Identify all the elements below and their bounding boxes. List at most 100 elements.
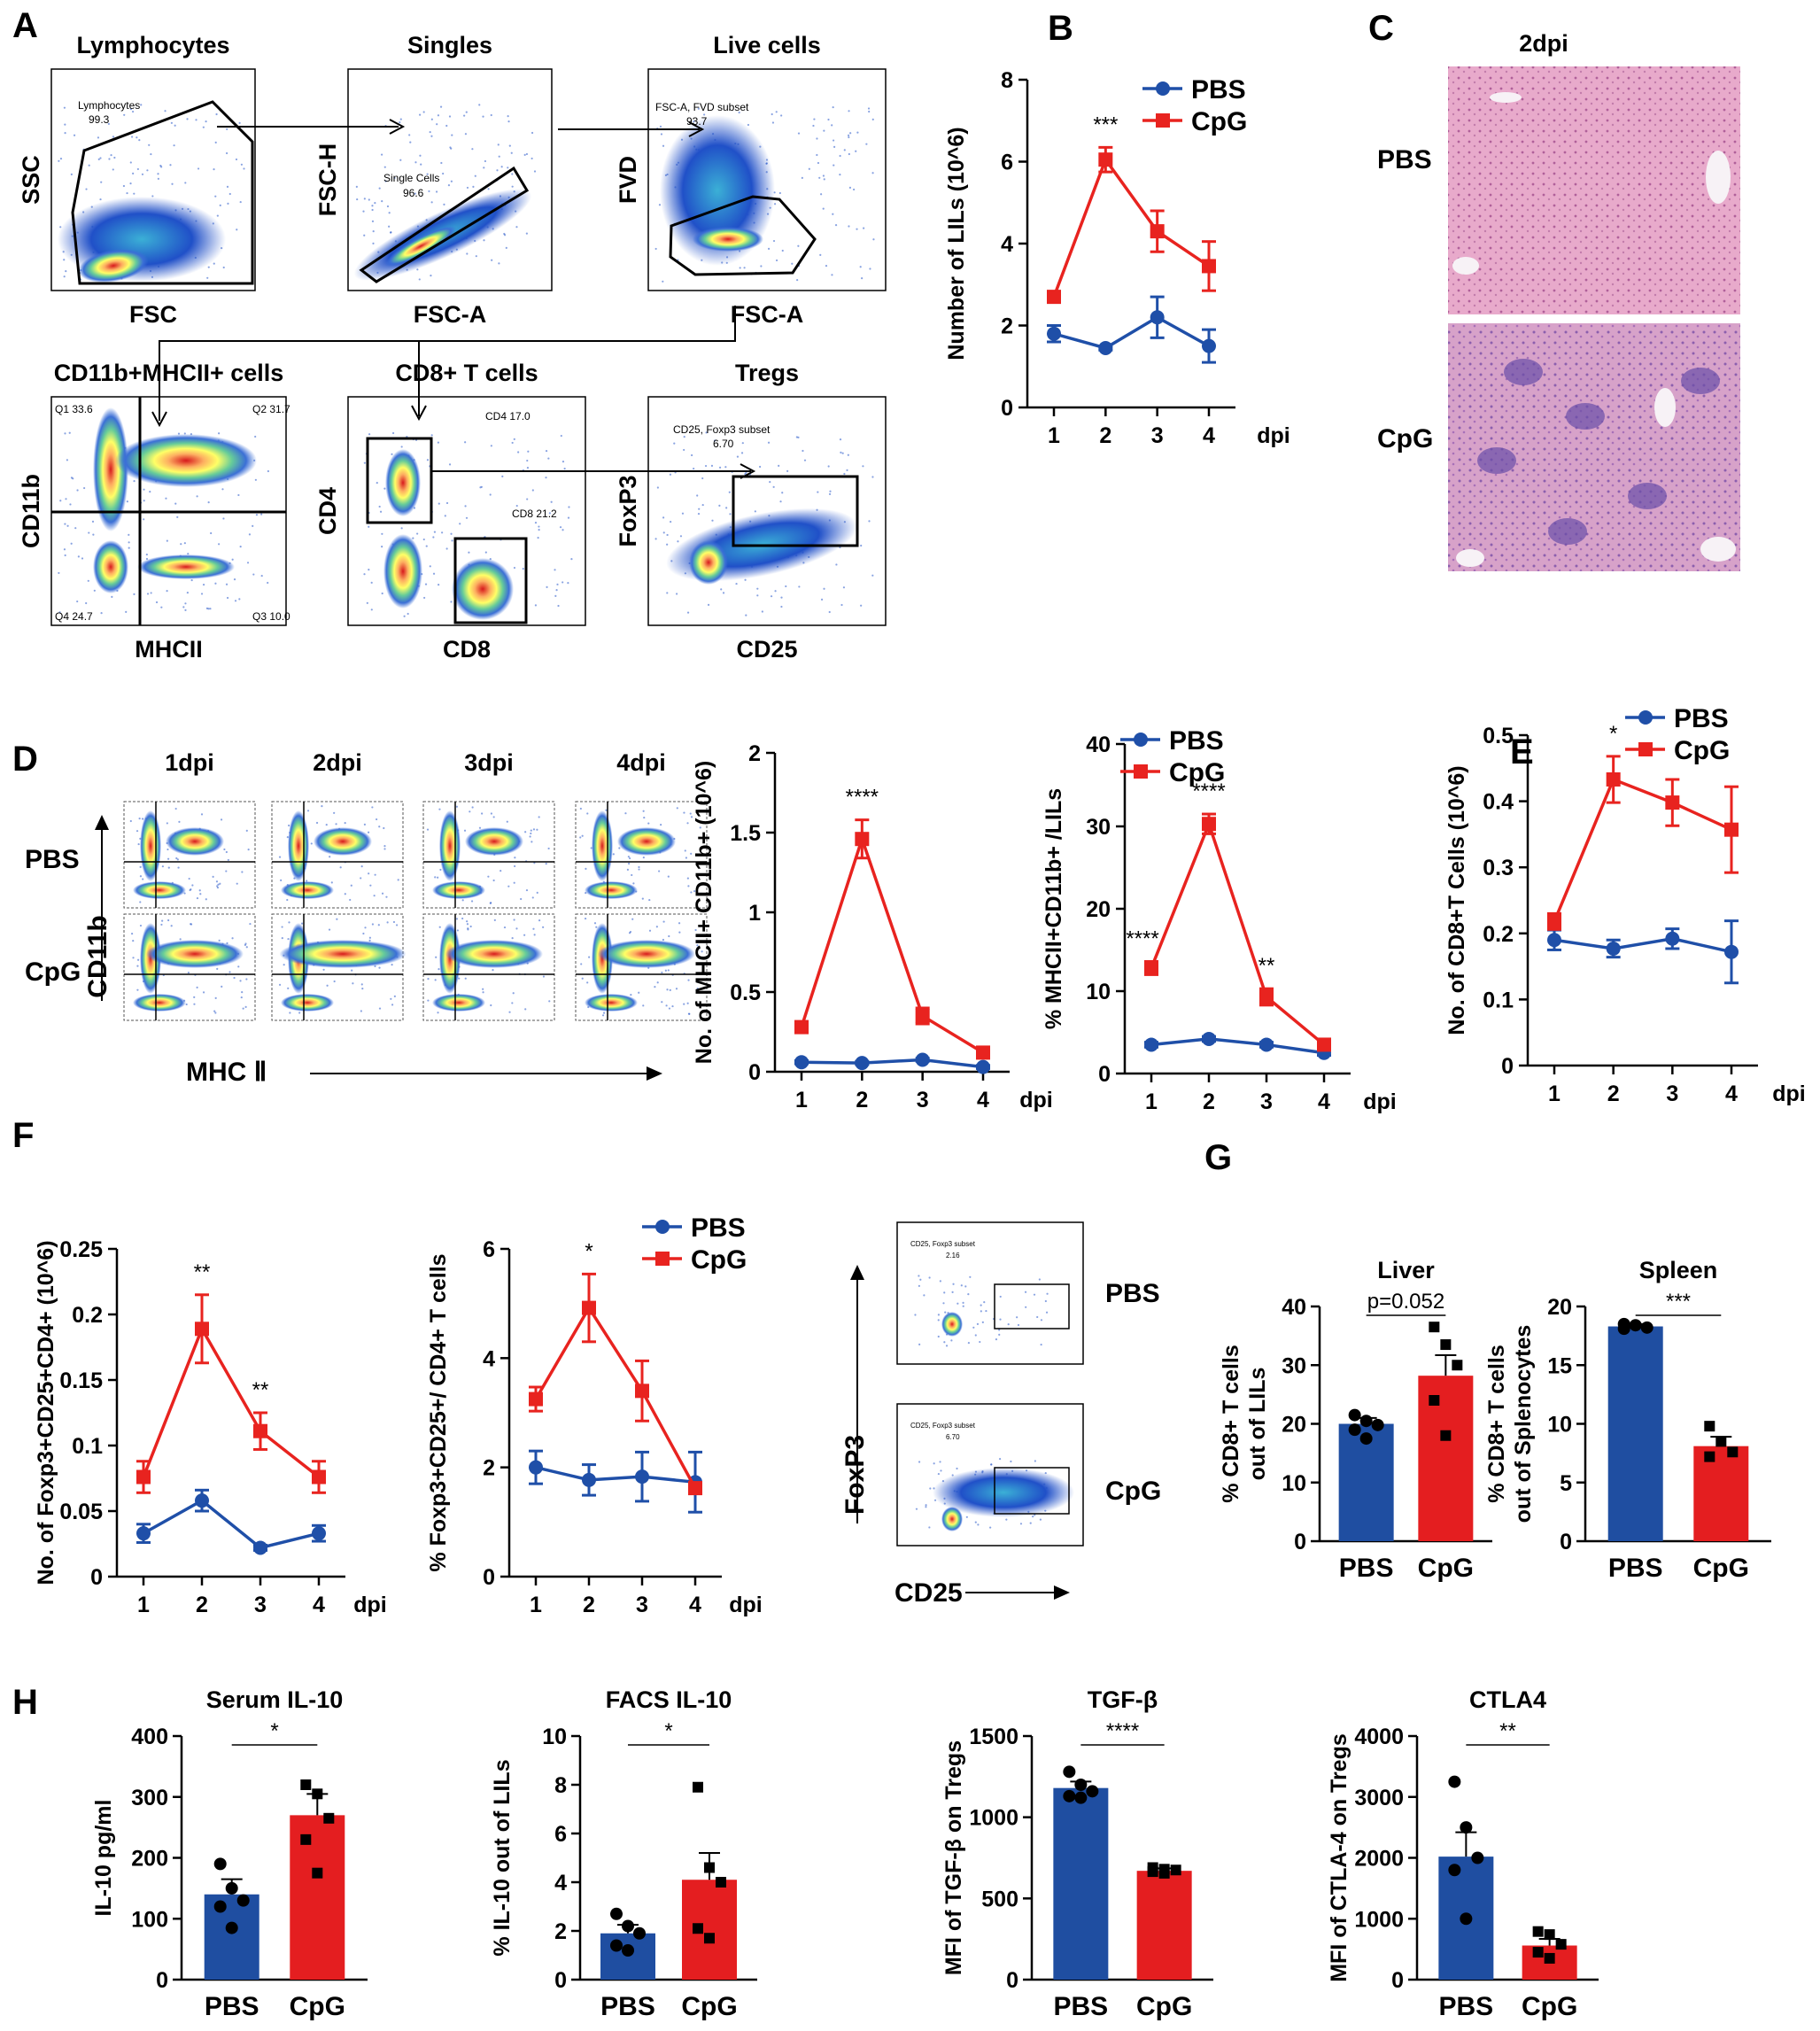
event-dot (687, 1012, 691, 1015)
gate-value: 96.6 (403, 187, 424, 199)
density-peak (288, 810, 309, 881)
event-dot (471, 806, 474, 809)
event-dot (525, 888, 529, 892)
event-dot (59, 500, 62, 502)
data-point-pbs (976, 1059, 990, 1074)
event-dot (1019, 1523, 1023, 1525)
event-dot (951, 1291, 954, 1293)
event-dot (581, 834, 584, 837)
event-dot (427, 978, 430, 981)
event-dot (561, 581, 564, 584)
event-dot (437, 876, 439, 879)
x-tick-label: 4 (1725, 1081, 1738, 1106)
event-dot (743, 267, 746, 269)
legend-marker (1638, 710, 1653, 725)
event-dot (186, 118, 189, 120)
histology-row-label-pbs: PBS (1377, 145, 1432, 174)
event-dot (170, 121, 173, 124)
event-dot (412, 537, 414, 539)
gating-plot-6: Tregs CD25 FoxP3 (615, 360, 887, 663)
y-tick-label: 0 (1006, 1968, 1018, 1993)
data-point (716, 1877, 726, 1888)
event-dot (972, 1326, 975, 1329)
y-tick-label: 100 (131, 1907, 168, 1932)
gate-value: 6.70 (946, 1433, 960, 1441)
event-dot (433, 531, 437, 533)
event-dot (430, 135, 433, 137)
event-dot (853, 188, 856, 191)
data-point-pbs (1202, 338, 1216, 353)
event-dot (70, 477, 74, 479)
y-tick-label: 20 (1547, 1295, 1572, 1320)
event-dot (464, 441, 467, 444)
event-dot (507, 120, 510, 123)
y-tick-label: 0.5 (1483, 724, 1514, 748)
x-tick-label: 4 (1203, 423, 1215, 448)
histology-image-pbs (1448, 66, 1740, 314)
y-tick-label: 8 (1001, 68, 1013, 93)
event-dot (438, 502, 440, 505)
event-dot (960, 1284, 963, 1287)
x-tick-label: 1 (137, 1593, 150, 1617)
event-dot (430, 275, 432, 277)
event-dot (176, 858, 179, 861)
event-dot (142, 878, 144, 880)
density-peak (137, 554, 235, 579)
event-dot (601, 1014, 605, 1017)
event-dot (399, 118, 402, 120)
data-point-cpg (635, 1384, 649, 1399)
event-dot (700, 892, 702, 895)
event-dot (532, 927, 535, 930)
event-dot (871, 476, 874, 478)
event-dot (77, 555, 80, 558)
event-dot (915, 1508, 918, 1510)
event-dot (466, 920, 469, 923)
event-dot (713, 439, 716, 442)
data-point (1086, 1785, 1099, 1798)
event-dot (93, 589, 96, 592)
bar-pbs (1607, 1326, 1663, 1541)
event-dot (463, 829, 467, 832)
x-axis-label: MHC Ⅱ (186, 1058, 267, 1087)
event-dot (466, 252, 469, 255)
event-dot (239, 980, 242, 982)
event-dot (662, 516, 665, 519)
event-dot (561, 529, 564, 531)
event-dot (427, 999, 430, 1002)
event-dot (393, 176, 396, 179)
event-dot (534, 522, 538, 524)
density-peak (693, 227, 763, 252)
event-dot (487, 875, 490, 878)
event-dot (239, 200, 242, 204)
event-dot (88, 531, 90, 534)
density-peak (146, 940, 244, 968)
event-dot (833, 145, 836, 148)
y-tick-label: 0 (748, 1060, 761, 1085)
event-dot (380, 153, 383, 156)
event-dot (139, 875, 143, 878)
event-dot (690, 852, 693, 855)
event-dot (1040, 1343, 1042, 1346)
event-dot (1017, 1323, 1020, 1327)
event-dot (63, 259, 66, 261)
event-dot (522, 568, 524, 570)
event-dot (831, 274, 833, 276)
event-dot (434, 876, 437, 879)
density-peak (133, 881, 186, 899)
data-point (1715, 1436, 1727, 1447)
event-dot (772, 485, 775, 488)
event-dot (428, 190, 430, 193)
event-dot (918, 1284, 920, 1287)
event-dot (754, 510, 756, 513)
event-dot (216, 886, 220, 889)
event-dot (254, 478, 257, 481)
event-dot (469, 810, 471, 813)
event-dot (489, 493, 492, 496)
event-dot (68, 431, 71, 434)
event-dot (847, 134, 850, 137)
bar-chart-H2: 0 2 4 6 8 10 FACS IL-10 % IL-10 out of LILs PBS C… (490, 1686, 757, 2021)
immune-infiltrate (1681, 368, 1720, 394)
event-dot (468, 551, 470, 554)
y-tick-label: 0 (554, 1968, 567, 1993)
event-dot (70, 542, 73, 545)
